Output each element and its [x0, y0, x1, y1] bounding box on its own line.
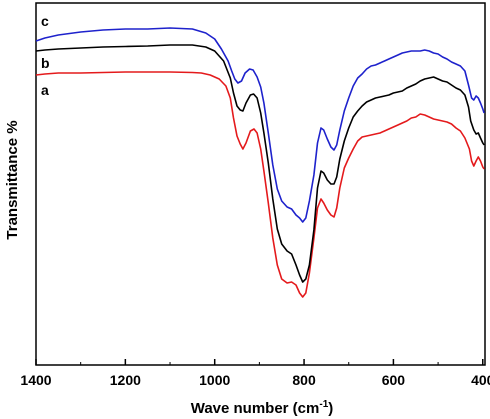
- series-line-b: [35, 44, 485, 283]
- x-tick-label: 800: [292, 372, 316, 388]
- x-axis-ticks: 1400 1200 1000 800 600 400: [20, 359, 490, 388]
- series-label-c: c: [41, 13, 49, 29]
- series-group: [35, 27, 485, 298]
- series-line-a: [35, 71, 485, 298]
- x-tick-label: 600: [382, 372, 406, 388]
- series-label-a: a: [41, 82, 49, 98]
- x-tick-label: 400: [471, 372, 490, 388]
- series-label-b: b: [41, 55, 50, 71]
- plot-border: [35, 2, 486, 366]
- x-axis-title-main: Wave number (cm: [191, 400, 320, 417]
- x-axis-title: Wave number (cm-1): [191, 399, 334, 417]
- series-labels: ab c: [41, 13, 50, 98]
- plot-frame: [35, 2, 486, 366]
- x-tick-label: 1200: [110, 372, 141, 388]
- x-axis-title-superscript: -1: [319, 399, 328, 410]
- x-tick-label: 1000: [199, 372, 230, 388]
- y-axis-title: Transmittance %: [4, 120, 21, 239]
- x-axis-title-close: ): [328, 400, 333, 417]
- series-line-c: [35, 27, 485, 223]
- x-tick-label: 1400: [20, 372, 51, 388]
